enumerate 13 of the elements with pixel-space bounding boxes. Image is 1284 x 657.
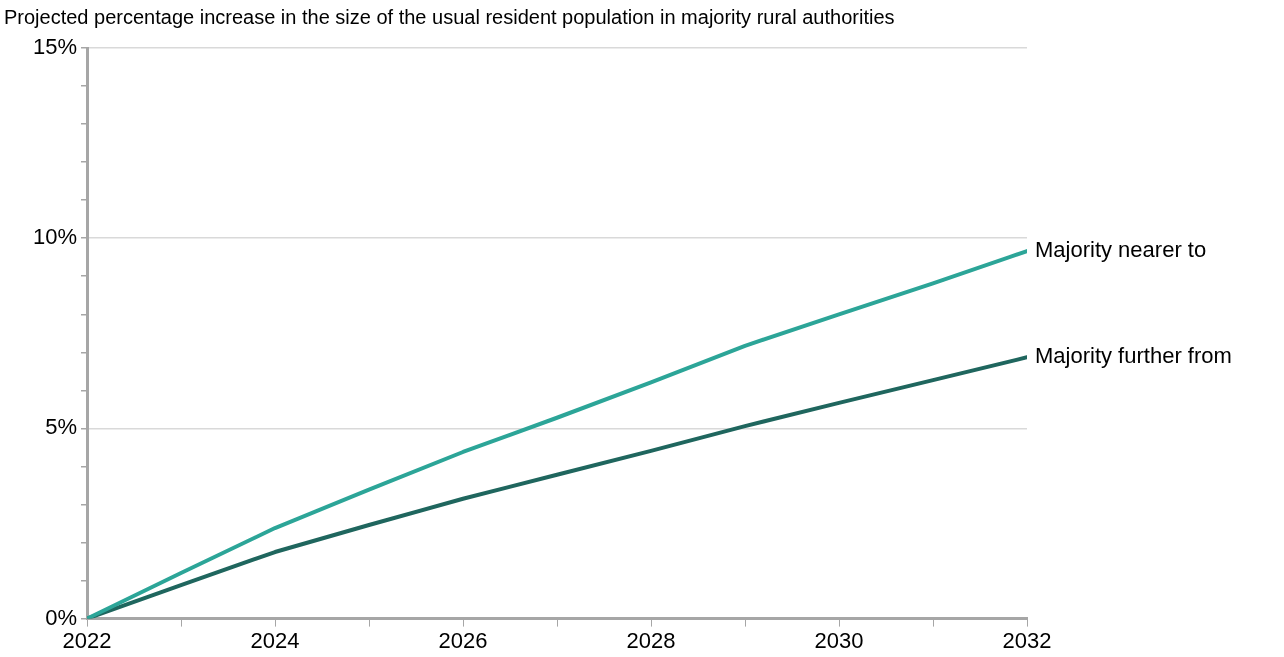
x-tick-label: 2022 [62,627,112,653]
x-tick-label: 2024 [250,627,300,653]
y-tick-label: 10% [32,224,77,250]
x-tick-label: 2026 [438,627,488,653]
y-tick-label: 15% [32,34,77,60]
series-label: Majority nearer to [1035,237,1207,263]
y-tick-label: 0% [45,604,77,630]
x-tick-label: 2032 [1002,627,1052,653]
y-tick-label: 5% [45,414,77,440]
x-tick-label: 2028 [626,627,676,653]
series-label: Majority further from [1035,343,1232,369]
chart-title: Projected percentage increase in the size of the usual resident population in majority rural authorities [4,5,895,28]
x-tick-label: 2030 [814,627,864,653]
